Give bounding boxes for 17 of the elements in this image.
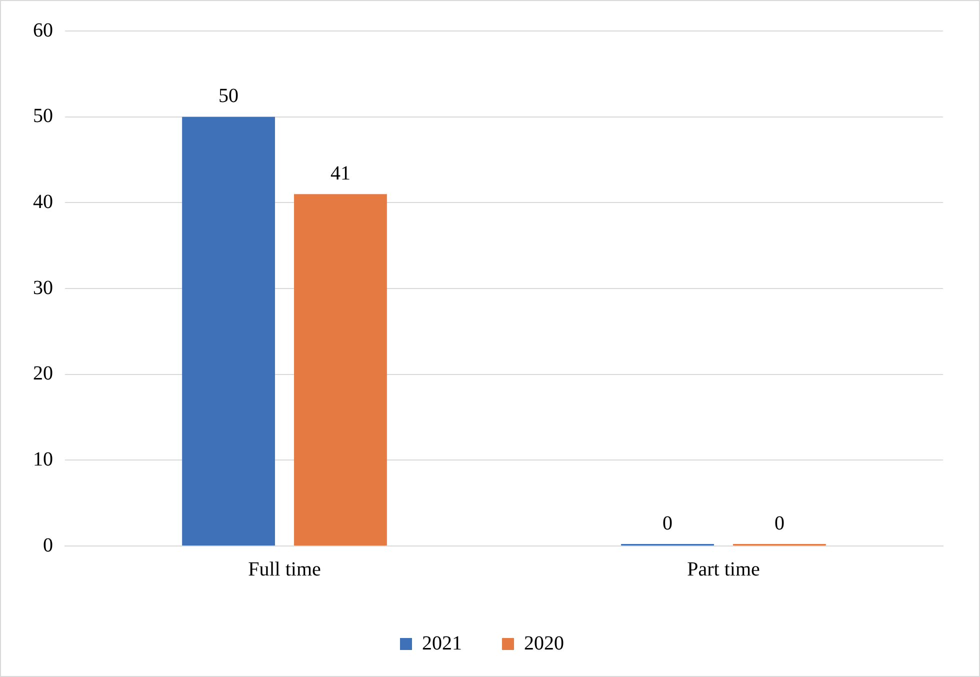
y-tick-label: 50 <box>33 105 53 128</box>
y-tick-label: 60 <box>33 19 53 42</box>
y-tick-label: 20 <box>33 362 53 385</box>
y-tick-label: 10 <box>33 448 53 470</box>
legend-label: 2021 <box>422 632 462 654</box>
data-label: 0 <box>774 512 784 534</box>
x-tick-label: Full time <box>248 558 322 580</box>
bar <box>294 194 387 546</box>
data-label: 41 <box>330 162 350 184</box>
bar <box>182 116 275 546</box>
data-label: 0 <box>662 512 673 534</box>
y-tick-label: 0 <box>43 534 53 556</box>
y-tick-label: 40 <box>33 190 53 213</box>
legend-label: 2020 <box>524 632 564 654</box>
data-label: 50 <box>218 85 239 108</box>
y-tick-label: 30 <box>33 276 53 299</box>
x-tick-label: Part time <box>687 558 760 580</box>
